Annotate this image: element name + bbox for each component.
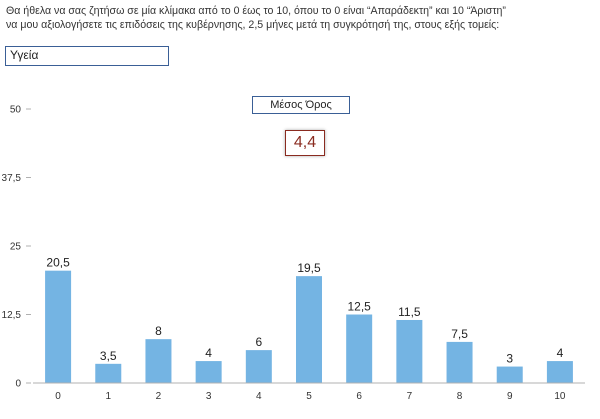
x-tick-label: 1: [105, 391, 111, 402]
bar-value-label: 6: [255, 335, 262, 349]
survey-question: Θα ήθελα να σας ζητήσω σε μία κλίμακα απ…: [6, 5, 506, 31]
y-tick-label: 0: [15, 379, 21, 390]
bars: 20,5 3,5 8 4 6 19,5 12,5 11,5 7,5 3 4: [45, 256, 573, 383]
bar: [45, 270, 72, 383]
bar-value-label: 20,5: [46, 256, 70, 270]
y-tick-label: 25: [10, 242, 22, 253]
x-tick-label: 6: [356, 391, 362, 402]
bar-value-label: 3: [506, 352, 513, 366]
category-box[interactable]: Υγεία: [5, 46, 169, 66]
y-tick-label: 12,5: [2, 310, 22, 321]
y-axis: 0 12,5 25 37,5 50: [2, 105, 31, 390]
x-tick-label: 2: [156, 391, 162, 402]
bar-value-label: 8: [155, 324, 162, 338]
x-tick-label: 8: [457, 391, 463, 402]
x-tick-label: 4: [256, 391, 262, 402]
bar: [496, 366, 523, 383]
mean-value: 4,4: [285, 130, 325, 156]
bar: [195, 361, 222, 383]
bar-value-label: 19,5: [297, 261, 321, 275]
y-tick-label: 37,5: [2, 173, 22, 184]
mean-label: Μέσος Όρος: [252, 96, 350, 114]
bar: [346, 314, 373, 383]
x-tick-label: 3: [206, 391, 212, 402]
bar: [396, 319, 423, 383]
bar: [245, 350, 272, 383]
x-tick-label: 7: [407, 391, 413, 402]
bar-value-label: 3,5: [100, 349, 117, 363]
bar: [95, 363, 122, 383]
bar: [145, 339, 172, 383]
bar-value-label: 7,5: [451, 327, 468, 341]
bar-value-label: 12,5: [348, 300, 372, 314]
y-tick-label: 50: [10, 105, 22, 116]
bar: [296, 276, 322, 383]
bar-value-label: 4: [557, 346, 564, 360]
bar: [546, 361, 573, 383]
x-tick-label: 0: [55, 391, 61, 402]
bar-value-label: 11,5: [398, 305, 421, 319]
x-tick-label: 9: [507, 391, 513, 402]
bar: [446, 341, 473, 383]
x-axis: 0 1 2 3 4 5 6 7 8 9 10: [33, 382, 585, 402]
x-tick-label: 10: [554, 391, 566, 402]
bar-value-label: 4: [205, 346, 212, 360]
x-tick-label: 5: [306, 391, 312, 402]
